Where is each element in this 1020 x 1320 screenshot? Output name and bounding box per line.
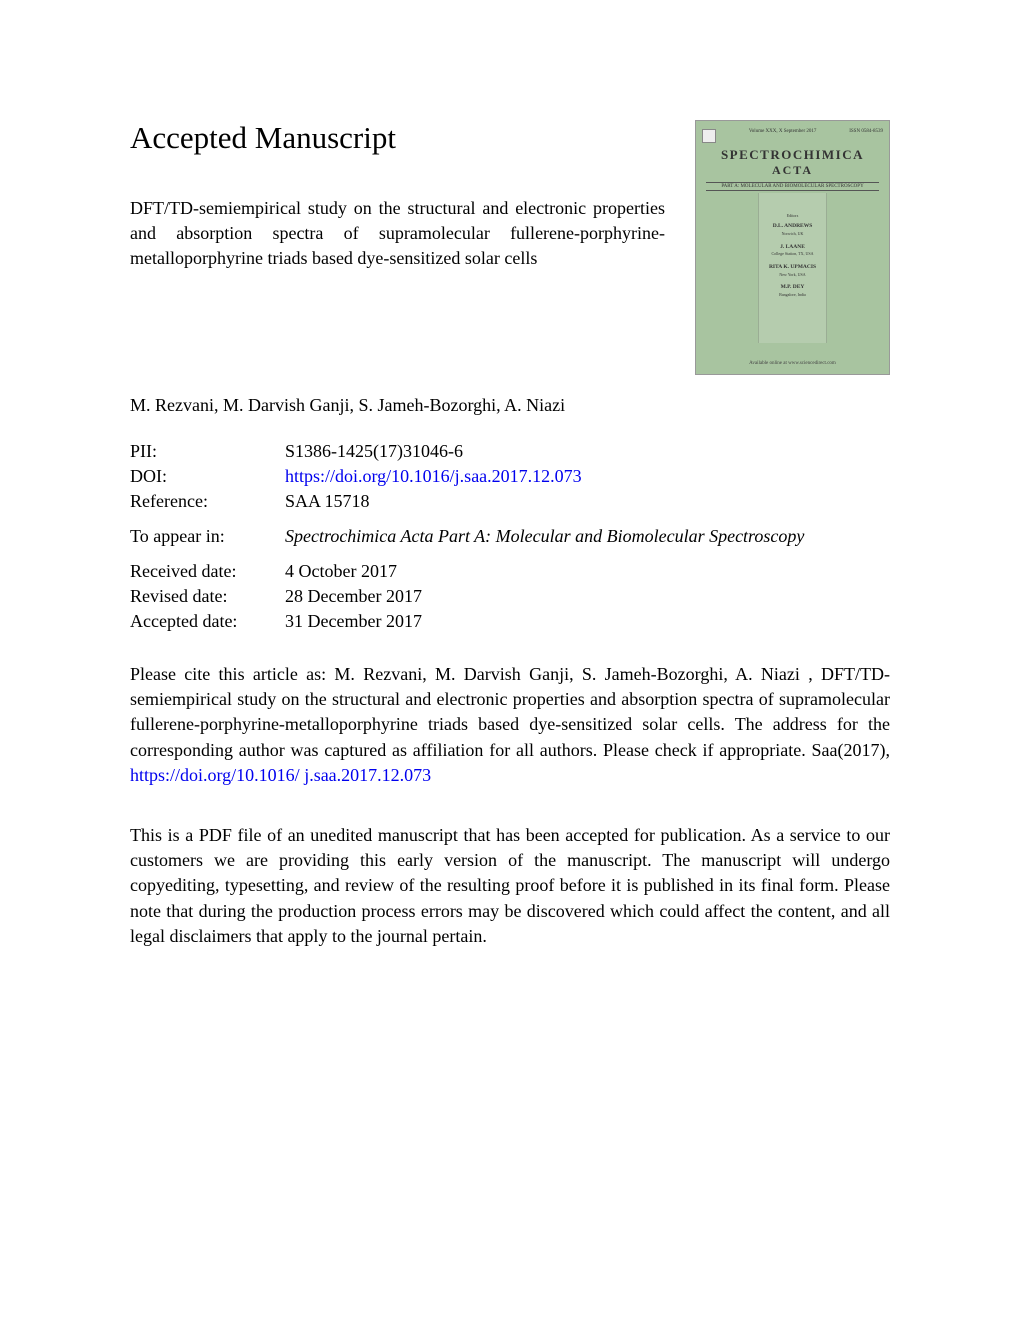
editor-entry: D.L. ANDREWSNorwich, UK bbox=[759, 222, 826, 237]
elsevier-logo-icon bbox=[702, 129, 716, 143]
citation-doi-link-part1[interactable]: https://doi.org/10.1016/ bbox=[130, 765, 300, 785]
cover-issn: ISSN 0584-8539 bbox=[849, 129, 883, 143]
revised-label: Revised date: bbox=[130, 586, 285, 607]
meta-row-appear: To appear in: Spectrochimica Acta Part A… bbox=[130, 526, 890, 547]
meta-row-pii: PII: S1386-1425(17)31046-6 bbox=[130, 441, 890, 462]
meta-row-revised: Revised date: 28 December 2017 bbox=[130, 586, 890, 607]
pii-label: PII: bbox=[130, 441, 285, 462]
cover-body: Editors D.L. ANDREWSNorwich, UK J. LAANE… bbox=[702, 193, 883, 343]
manuscript-page: Accepted Manuscript DFT/TD-semiempirical… bbox=[0, 0, 1020, 1049]
meta-row-reference: Reference: SAA 15718 bbox=[130, 491, 890, 512]
disclaimer-paragraph: This is a PDF file of an unedited manusc… bbox=[130, 823, 890, 949]
page-heading: Accepted Manuscript bbox=[130, 120, 665, 156]
cover-footer: Available online at www.sciencedirect.co… bbox=[696, 361, 889, 366]
header-left: Accepted Manuscript DFT/TD-semiempirical… bbox=[130, 120, 695, 312]
cover-editors-column: Editors D.L. ANDREWSNorwich, UK J. LAANE… bbox=[758, 193, 827, 343]
doi-link[interactable]: https://doi.org/10.1016/j.saa.2017.12.07… bbox=[285, 466, 582, 486]
journal-cover-thumbnail: Volume XXX, X September 2017 ISSN 0584-8… bbox=[695, 120, 890, 375]
received-label: Received date: bbox=[130, 561, 285, 582]
cover-right-col bbox=[827, 193, 883, 343]
cover-part-label: PART A: MOLECULAR AND BIOMOLECULAR SPECT… bbox=[706, 182, 879, 191]
editor-entry: J. LAANECollege Station, TX, USA bbox=[759, 243, 826, 258]
citation-text: Please cite this article as: M. Rezvani,… bbox=[130, 664, 890, 760]
meta-row-doi: DOI: https://doi.org/10.1016/j.saa.2017.… bbox=[130, 466, 890, 487]
authors-line: M. Rezvani, M. Darvish Ganji, S. Jameh-B… bbox=[130, 395, 890, 416]
doi-label: DOI: bbox=[130, 466, 285, 487]
editor-entry: RITA K. UPMACISNew York, USA bbox=[759, 263, 826, 278]
citation-doi-link-part2[interactable]: j.saa.2017.12.073 bbox=[304, 765, 431, 785]
received-value: 4 October 2017 bbox=[285, 561, 890, 582]
metadata-table: PII: S1386-1425(17)31046-6 DOI: https://… bbox=[130, 441, 890, 632]
appear-value: Spectrochimica Acta Part A: Molecular an… bbox=[285, 526, 890, 547]
cover-top-row: Volume XXX, X September 2017 ISSN 0584-8… bbox=[702, 129, 883, 143]
accepted-value: 31 December 2017 bbox=[285, 611, 890, 632]
cover-left-col bbox=[702, 193, 758, 343]
pii-value: S1386-1425(17)31046-6 bbox=[285, 441, 890, 462]
revised-value: 28 December 2017 bbox=[285, 586, 890, 607]
accepted-label: Accepted date: bbox=[130, 611, 285, 632]
article-title: DFT/TD-semiempirical study on the struct… bbox=[130, 196, 665, 272]
meta-row-accepted: Accepted date: 31 December 2017 bbox=[130, 611, 890, 632]
cover-volume: Volume XXX, X September 2017 bbox=[749, 129, 817, 143]
cover-journal-title: SPECTROCHIMICA bbox=[702, 147, 883, 163]
editors-label: Editors bbox=[759, 213, 826, 219]
reference-label: Reference: bbox=[130, 491, 285, 512]
header-row: Accepted Manuscript DFT/TD-semiempirical… bbox=[130, 120, 890, 375]
citation-paragraph: Please cite this article as: M. Rezvani,… bbox=[130, 662, 890, 788]
appear-label: To appear in: bbox=[130, 526, 285, 547]
cover-journal-subtitle: ACTA bbox=[702, 163, 883, 178]
editor-entry: M.P. DEYBangalore, India bbox=[759, 283, 826, 298]
doi-value: https://doi.org/10.1016/j.saa.2017.12.07… bbox=[285, 466, 890, 487]
meta-row-received: Received date: 4 October 2017 bbox=[130, 561, 890, 582]
reference-value: SAA 15718 bbox=[285, 491, 890, 512]
